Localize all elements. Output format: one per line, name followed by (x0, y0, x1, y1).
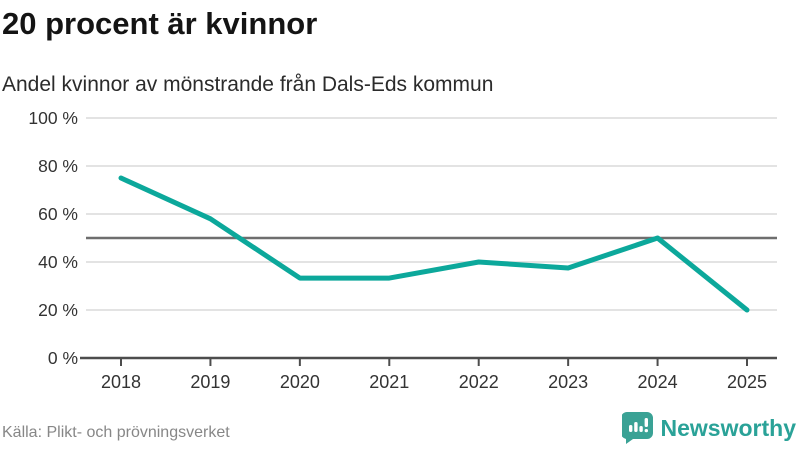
newsworthy-bubble-icon (621, 412, 653, 444)
data-line-andel-kvinnor (118, 175, 750, 313)
chart-title: 20 procent är kvinnor (2, 6, 318, 41)
y-axis-label: 100 % (28, 108, 78, 128)
chart-subtitle: Andel kvinnor av mönstrande från Dals-Ed… (2, 73, 494, 96)
y-axis-label: 40 % (38, 252, 78, 272)
y-axis-label: 0 % (48, 348, 78, 368)
y-axis-label: 20 % (38, 300, 78, 320)
x-axis-label: 2019 (190, 372, 230, 392)
brand-wordmark: Newsworthy (660, 414, 796, 441)
line-chart: 2018 2019 2020 2021 2022 2023 2024 2025 0 % 20 % 4… (28, 108, 777, 392)
footer: Källa: Plikt- och prövningsverket Newswo… (0, 400, 800, 450)
x-axis-label: 2025 (727, 372, 767, 392)
x-axis-label: 2022 (459, 372, 499, 392)
x-axis-label: 2024 (638, 372, 678, 392)
newsworthy-logo: Newsworthy (621, 412, 796, 444)
x-axis-label: 2018 (101, 372, 141, 392)
x-axis-label: 2020 (280, 372, 320, 392)
y-axis-label: 60 % (38, 204, 78, 224)
x-axis-label: 2023 (548, 372, 588, 392)
x-axis-label: 2021 (369, 372, 409, 392)
y-axis-label: 80 % (38, 156, 78, 176)
bar-chart-exclamation-glyph (628, 418, 648, 433)
source-note: Källa: Plikt- och prövningsverket (2, 424, 230, 441)
